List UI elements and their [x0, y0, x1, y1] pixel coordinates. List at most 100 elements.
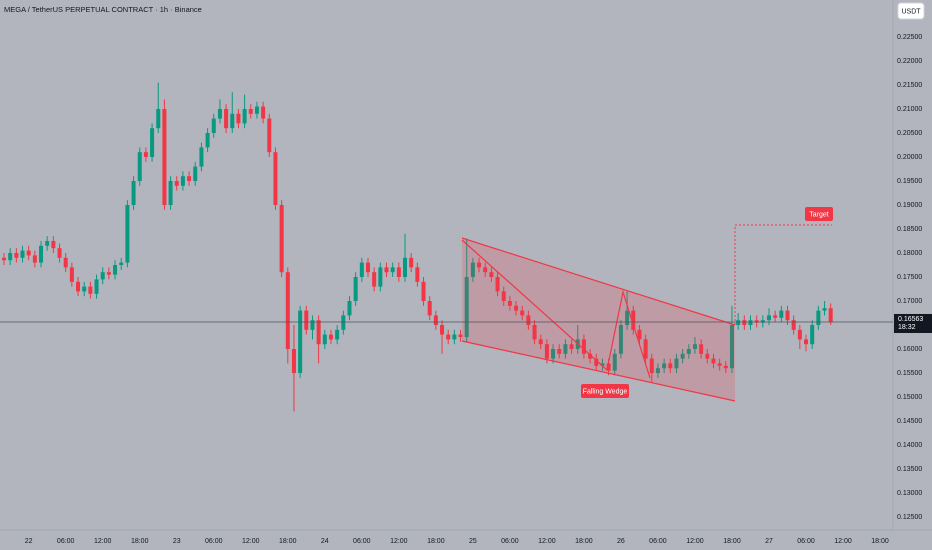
candle-body	[261, 106, 266, 119]
candle-body	[51, 240, 56, 249]
candle-body	[82, 286, 87, 292]
wedge-fill	[462, 238, 735, 401]
candle-body	[433, 315, 438, 326]
candle-body	[156, 108, 161, 129]
candle-body	[495, 277, 500, 292]
y-tick-label: 0.15500	[897, 370, 922, 377]
candle-body	[236, 113, 241, 124]
candle-body	[680, 353, 685, 359]
candle-body	[254, 106, 259, 114]
candle-body	[365, 262, 371, 273]
candle-body	[180, 176, 185, 186]
y-tick-label: 0.22500	[897, 34, 922, 41]
candle-body	[804, 339, 809, 345]
x-tick-label: 06:00	[797, 538, 815, 545]
candle-body	[328, 334, 333, 340]
candle-body	[57, 248, 62, 258]
candles	[2, 82, 833, 412]
candle-body	[217, 108, 222, 119]
candle-body	[470, 262, 475, 278]
candle-body	[631, 310, 636, 330]
candle-body	[205, 132, 210, 148]
candle-body	[440, 325, 445, 335]
x-tick-label: 12:00	[94, 538, 112, 545]
candle-body	[816, 310, 821, 326]
candle-body	[551, 349, 556, 359]
candle-body	[88, 286, 93, 294]
candle-body	[415, 267, 420, 282]
candle-body	[754, 320, 759, 323]
candle-body	[230, 113, 235, 129]
y-tick-label: 0.21000	[897, 106, 922, 113]
candle-body	[174, 180, 179, 186]
candle-body	[421, 281, 426, 302]
candle-body	[162, 108, 167, 205]
candle-body	[668, 363, 673, 369]
wedge-lower-line	[461, 340, 736, 402]
target-label-box	[805, 207, 833, 221]
y-tick-label: 0.17000	[897, 298, 922, 305]
candle-body	[477, 262, 482, 268]
candle-body	[514, 305, 519, 311]
candle-body	[403, 257, 408, 278]
candle-body	[748, 320, 753, 326]
candle-body	[378, 267, 383, 287]
candle-body	[341, 315, 346, 330]
candle-body	[606, 363, 611, 371]
x-tick-label: 24	[321, 538, 329, 545]
candle-body	[14, 252, 19, 258]
target-line	[734, 224, 832, 325]
candle-body	[193, 166, 198, 181]
y-tick-label: 0.19500	[897, 178, 922, 185]
candle-body	[372, 272, 377, 287]
candle-body	[729, 325, 734, 369]
candle-body	[637, 329, 642, 340]
candle-body	[396, 267, 401, 278]
candle-body	[797, 329, 802, 340]
candle-body	[692, 344, 697, 350]
candle-body	[785, 310, 790, 321]
candle-body	[705, 353, 710, 359]
candle-body	[298, 310, 303, 374]
candle-body	[137, 152, 142, 181]
candle-body	[828, 308, 833, 322]
candle-body	[20, 250, 25, 258]
candle-body	[717, 363, 722, 366]
candle-body	[563, 344, 568, 354]
candle-body	[224, 108, 229, 129]
candle-body	[662, 363, 667, 369]
candle-body	[655, 368, 660, 374]
candle-body	[643, 339, 648, 359]
candle-body	[625, 310, 630, 326]
candle-body	[766, 315, 772, 321]
x-tick-label: 12:00	[538, 538, 556, 545]
candle-body	[452, 334, 457, 340]
candle-body	[63, 257, 68, 268]
candle-body	[242, 108, 247, 124]
x-tick-label: 06:00	[649, 538, 667, 545]
candle-body	[125, 204, 130, 263]
currency-label: USDT	[901, 8, 921, 15]
y-tick-label: 0.18500	[897, 226, 922, 233]
candle-body	[359, 262, 364, 278]
candle-body	[588, 353, 593, 359]
candle-body	[199, 147, 204, 167]
candle-body	[446, 334, 451, 340]
candle-body	[2, 257, 7, 261]
candle-body	[131, 180, 136, 205]
currency-button[interactable]	[897, 2, 925, 20]
y-tick-label: 0.13000	[897, 490, 922, 497]
wedge-label-box	[581, 384, 629, 398]
last-price-label: 0.16563	[898, 316, 923, 323]
x-tick-label: 18:00	[575, 538, 593, 545]
candle-body	[335, 329, 340, 340]
last-price-box	[894, 313, 932, 333]
y-tick-label: 0.13500	[897, 466, 922, 473]
y-tick-label: 0.15000	[897, 394, 922, 401]
candle-body	[8, 252, 13, 261]
candle-body	[699, 344, 704, 354]
candle-body	[520, 310, 525, 316]
candle-body	[304, 310, 309, 330]
candle-body	[100, 272, 105, 280]
